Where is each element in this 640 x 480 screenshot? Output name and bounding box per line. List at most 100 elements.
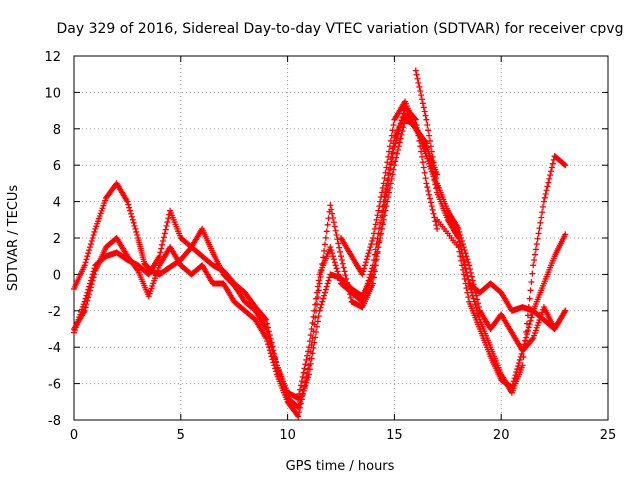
data-point [381,193,388,200]
data-point [332,227,339,234]
data-point [526,295,533,302]
data-point [305,362,312,369]
data-point [307,332,314,339]
data-point [418,148,425,155]
data-point [549,160,556,167]
data-point [266,338,273,345]
data-point [520,344,527,351]
data-point [362,262,369,269]
data-point [81,298,88,305]
data-point [329,250,336,257]
data-point [540,203,547,210]
axis-ticks: 0 5 10 15 20 25 -8 -6 -4 -2 0 2 4 6 8 10 12 [44,50,616,443]
data-point [365,277,372,284]
data-point [329,214,336,221]
data-point [128,213,135,220]
data-point [525,304,532,311]
data-point [426,152,433,159]
data-point [302,361,309,368]
data-point [331,259,338,266]
data-point [89,271,96,278]
data-point [165,215,172,222]
data-point [530,262,537,269]
data-points [71,67,569,420]
data-point [263,326,270,332]
data-point [330,256,337,263]
data-point [130,219,137,226]
data-point [304,370,311,377]
data-point [430,159,437,166]
data-point [424,144,431,151]
chart-title: Day 329 of 2016, Sidereal Day-to-day VTE… [57,21,624,37]
data-point [90,268,97,275]
data-point [472,288,479,295]
data-point [464,289,471,296]
data-point [524,327,531,334]
data-point [300,369,307,376]
data-point [416,83,423,90]
data-point [465,276,472,283]
data-point [419,159,426,166]
data-point [330,219,337,226]
data-point [429,153,436,160]
data-point [269,347,276,354]
data-point [431,164,438,171]
data-point [382,169,389,176]
data-point [339,260,346,267]
data-point [383,164,390,171]
data-point [425,127,432,134]
data-point [370,235,377,241]
data-point [399,128,406,135]
data-point [363,283,370,290]
data-point [319,298,326,305]
data-point [534,235,541,242]
data-point [516,356,523,363]
data-point [532,251,539,258]
data-point [157,249,164,256]
data-point [389,171,396,178]
data-point [313,289,320,296]
y-tick-label: 8 [53,123,61,138]
data-point [467,286,474,293]
data-point [327,244,334,251]
data-point [536,225,543,232]
data-point [425,187,432,194]
data-point [82,295,89,302]
data-point [369,265,376,272]
data-point [465,259,472,266]
data-point [528,314,535,321]
data-point [397,135,404,142]
data-point [316,280,323,287]
data-point [364,253,371,260]
data-point [388,132,395,139]
y-tick-label: 10 [44,86,61,101]
data-point [336,274,343,281]
data-point [315,313,322,320]
data-point [373,216,380,223]
data-point [378,209,385,216]
data-point [475,304,482,311]
data-point [86,247,93,254]
data-point [432,169,439,176]
data-point [379,203,386,210]
data-point [361,292,368,299]
data-point [540,198,547,205]
data-point [361,265,368,272]
data-point [433,175,440,182]
data-point [459,262,466,269]
data-point [531,256,538,263]
data-point [413,71,420,78]
data-point [334,268,341,275]
data-point [385,153,392,160]
data-point [422,112,429,119]
series-track-1 [71,116,441,411]
data-point [302,379,309,386]
data-point [314,283,321,290]
data-point [159,241,166,248]
data-point [82,259,89,266]
data-point [381,175,388,182]
data-point [306,355,313,362]
data-point [305,344,312,351]
data-point [387,137,394,144]
data-point [545,179,552,186]
